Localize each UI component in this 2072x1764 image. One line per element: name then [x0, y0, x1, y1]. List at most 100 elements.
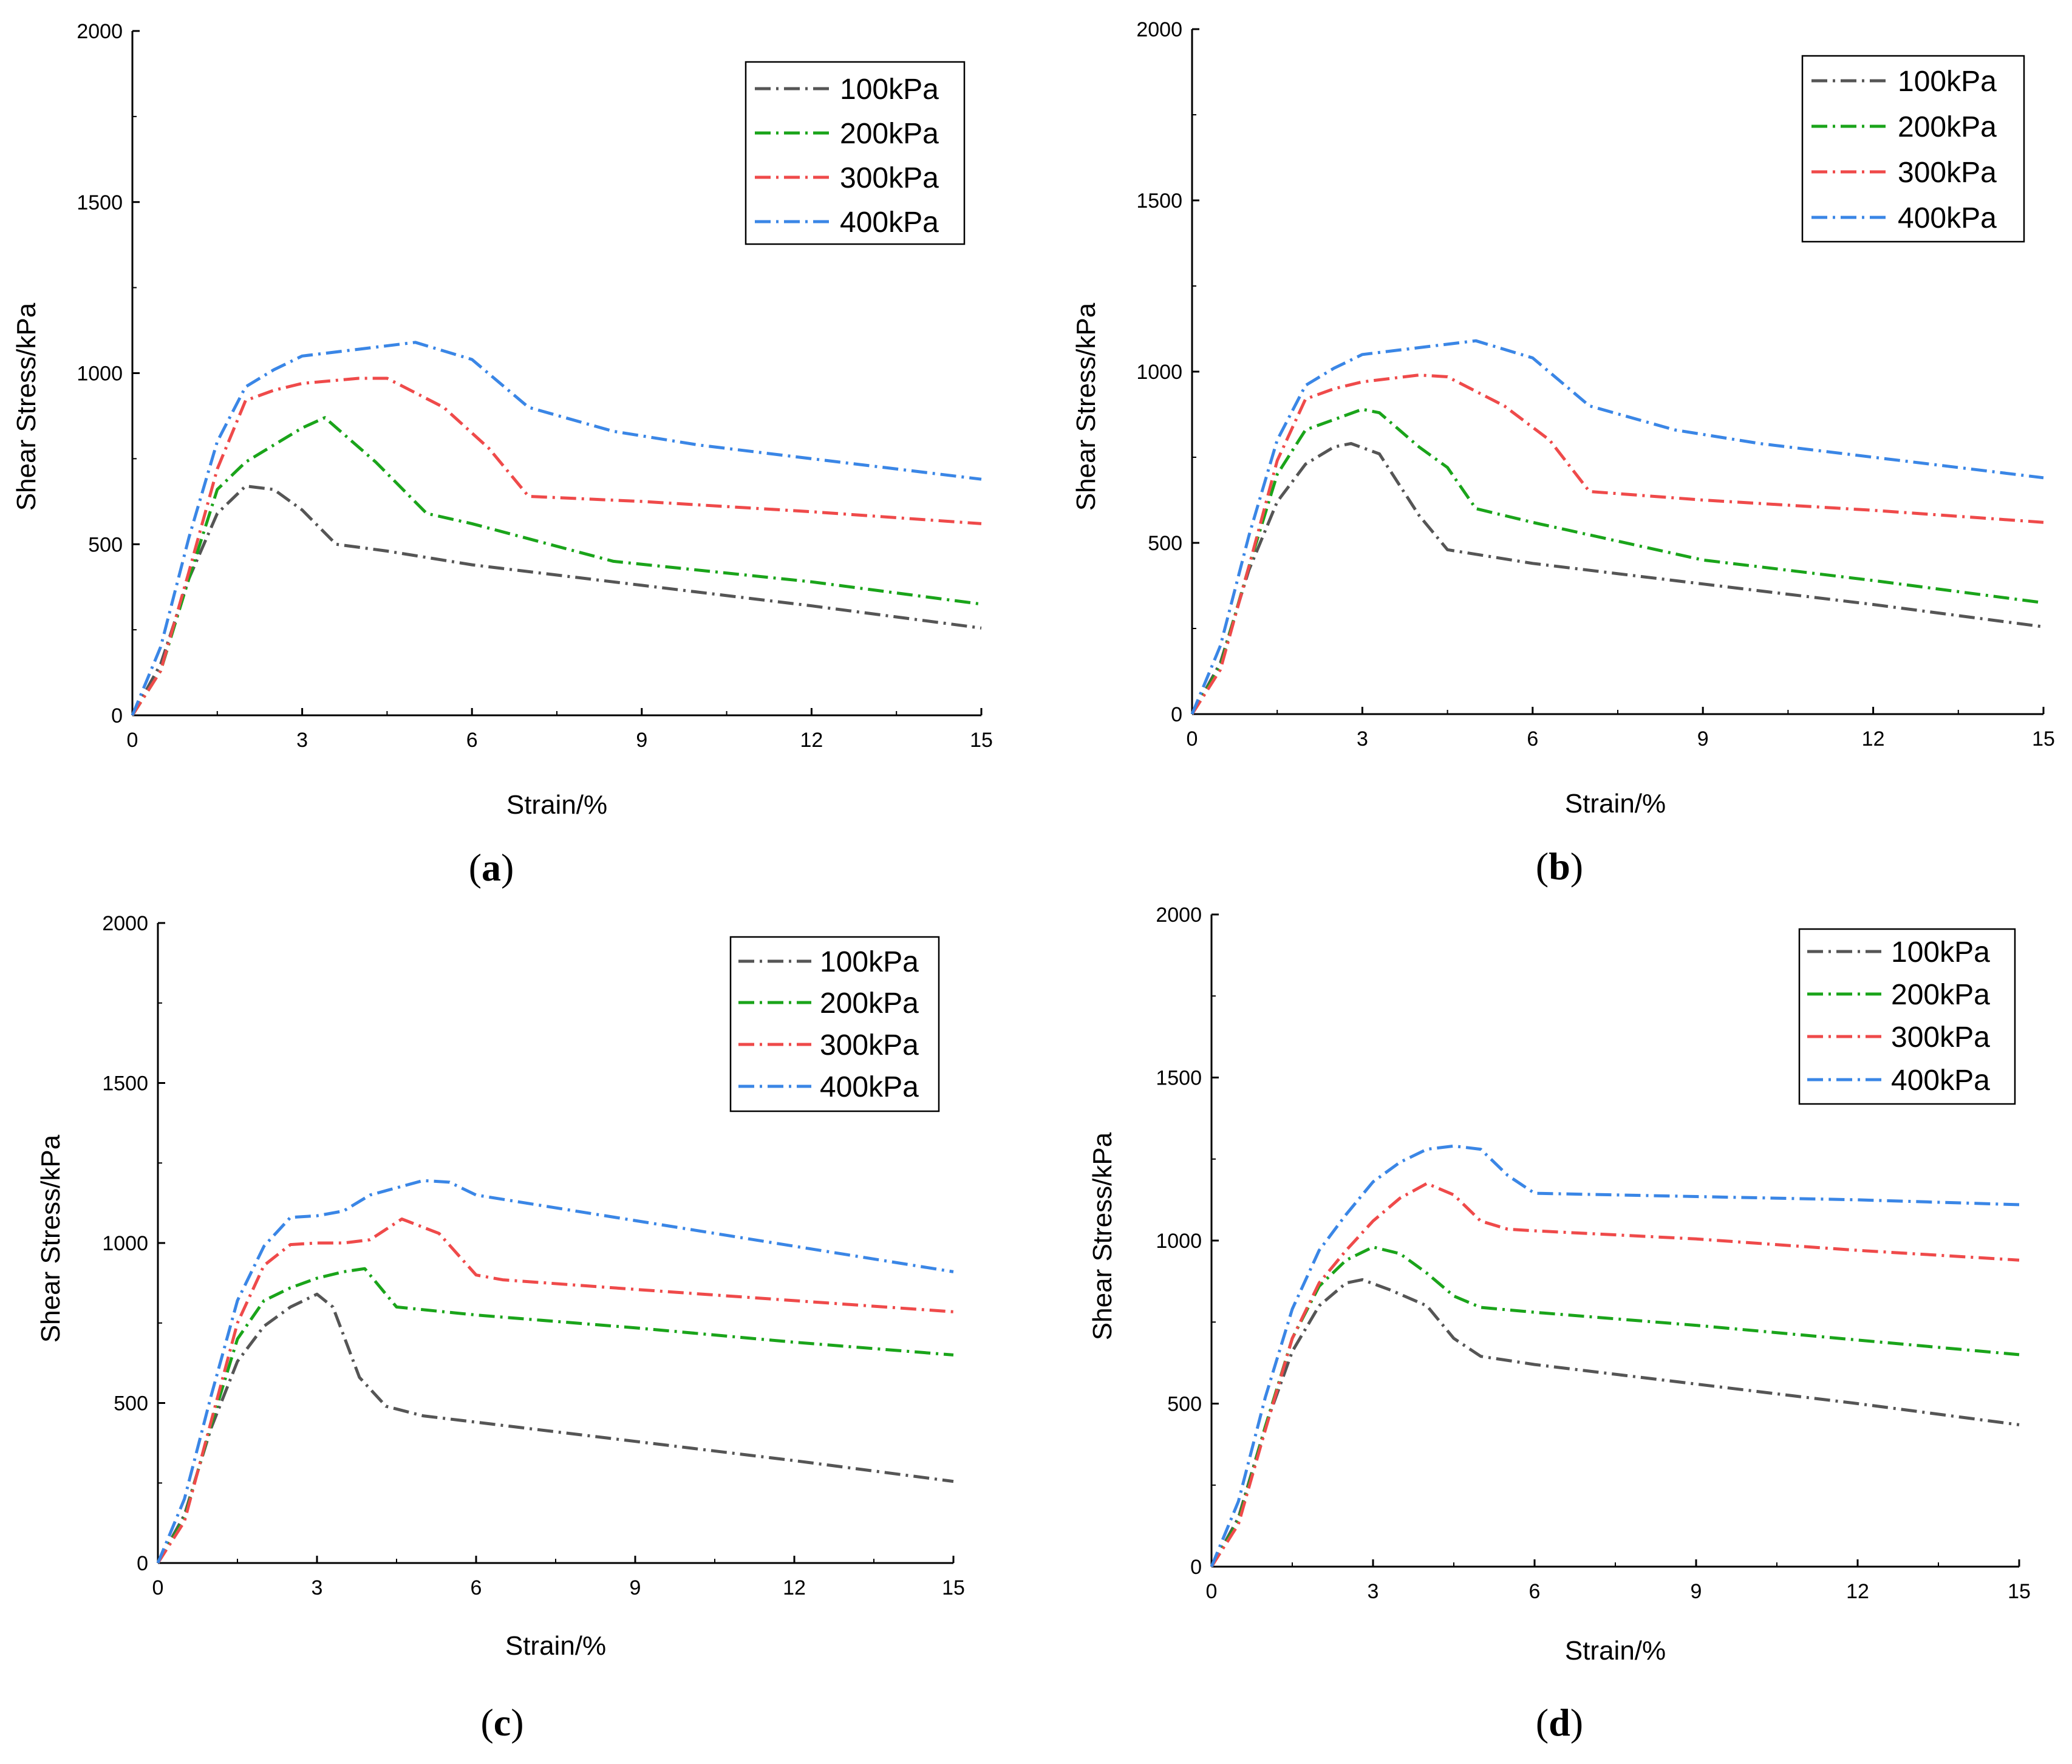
panel-a-series-100kpa [131, 485, 982, 717]
panel-b-legend-label-100kpa: 100kPa [1898, 66, 1997, 98]
panel-d-x-tick-label: 9 [1691, 1580, 1702, 1603]
panel-c-x-tick-label: 9 [630, 1576, 641, 1599]
panel-d: 0 3 6 9 12 15 0 500 1000 1500 2000 100kPa 200kPa 3… [1088, 904, 2031, 1744]
panel-b-legend-label-400kpa: 400kPa [1898, 202, 1997, 234]
panel-a: 0 3 6 9 12 15 0 500 1000 1500 2000 100kPa 200kPa 3… [12, 20, 993, 889]
panel-b-y-axis-label: Shear Stress/kPa [1071, 302, 1101, 511]
panel-b-x-tick-label: 12 [1862, 727, 1885, 751]
panel-c-legend-item-300kpa: 300kPa [738, 1029, 919, 1061]
panel-d-legend-item-400kpa: 400kPa [1807, 1064, 1990, 1097]
panel-b-y-tick-label: 1500 [1136, 189, 1182, 213]
panel-c-series-100kpa [156, 1292, 954, 1564]
panel-b-legend-item-100kpa: 100kPa [1811, 66, 1997, 98]
panel-a-plot: 0 3 6 9 12 15 0 500 1000 1500 2000 [77, 20, 993, 752]
panel-a-x-axis-label: Strain/% [506, 790, 607, 820]
panel-d-y-axis-label: Shear Stress/kPa [1088, 1132, 1117, 1340]
panel-c-y-tick-label: 500 [114, 1392, 148, 1415]
panel-c: 0 3 6 9 12 15 0 500 1000 1500 2000 100kPa 200kPa 3… [36, 912, 965, 1744]
panel-d-y-tick-label: 1500 [1156, 1067, 1202, 1090]
panel-c-legend-label-200kpa: 200kPa [820, 987, 919, 1020]
panel-c-legend-label-300kpa: 300kPa [820, 1029, 919, 1061]
panel-d-y-tick-label: 0 [1190, 1556, 1202, 1579]
panel-a-series-300kpa [131, 376, 982, 717]
panel-b-x-axis-label: Strain/% [1565, 789, 1666, 819]
panel-b-series-400kpa [1190, 339, 2044, 715]
panel-a-y-tick-label: 500 [88, 533, 123, 556]
panel-c-legend-item-100kpa: 100kPa [738, 946, 919, 978]
panel-c-plot: 0 3 6 9 12 15 0 500 1000 1500 2000 [102, 912, 965, 1599]
panel-c-legend-label-400kpa: 400kPa [820, 1071, 919, 1103]
panel-d-x-tick-label: 0 [1206, 1580, 1218, 1603]
panel-c-x-tick-label: 15 [942, 1576, 965, 1599]
panel-d-series-400kpa [1210, 1144, 2020, 1567]
panel-c-x-tick-label: 0 [152, 1576, 164, 1599]
panel-c-y-tick-label: 1500 [102, 1072, 148, 1095]
panel-a-x-tick-label: 0 [127, 729, 138, 752]
panel-b-series-200kpa [1190, 407, 2044, 715]
panel-d-series-100kpa [1210, 1278, 2020, 1568]
panel-b-legend-item-200kpa: 200kPa [1811, 111, 1997, 143]
panel-d-plot: 0 3 6 9 12 15 0 500 1000 1500 2000 [1156, 904, 2031, 1603]
panel-c-series-300kpa [156, 1217, 954, 1564]
panel-d-legend-item-100kpa: 100kPa [1807, 936, 1990, 969]
panel-b-x-tick-label: 9 [1697, 727, 1709, 751]
panel-c-x-tick-label: 6 [471, 1576, 482, 1599]
panel-d-x-tick-label: 3 [1368, 1580, 1379, 1603]
panel-b-series-300kpa [1190, 373, 2044, 715]
panel-a-legend-item-200kpa: 200kPa [755, 118, 939, 150]
panel-d-legend-label-200kpa: 200kPa [1891, 979, 1990, 1011]
panel-c-y-tick-label: 1000 [102, 1232, 148, 1255]
panel-b-x-tick-label: 3 [1357, 727, 1368, 751]
panel-b-x-tick-label: 15 [2032, 727, 2055, 751]
panel-a-x-tick-label: 6 [466, 729, 478, 752]
panel-a-legend-item-300kpa: 300kPa [755, 162, 939, 194]
panel-a-legend-box [745, 61, 966, 245]
panel-a-x-tick-label: 15 [970, 729, 993, 752]
panel-d-legend-item-200kpa: 200kPa [1807, 979, 1990, 1011]
panel-d-legend-box [1798, 928, 2016, 1105]
panel-b-y-tick-label: 500 [1148, 532, 1182, 555]
panel-a-caption: (a) [469, 846, 514, 889]
panel-c-x-axis-label: Strain/% [505, 1631, 606, 1661]
panel-d-y-tick-label: 1000 [1156, 1230, 1202, 1253]
panel-d-legend-label-300kpa: 300kPa [1891, 1021, 1990, 1054]
panel-c-series-400kpa [156, 1179, 954, 1564]
panel-b-y-tick-label: 2000 [1136, 18, 1182, 41]
panel-d-x-tick-label: 6 [1529, 1580, 1541, 1603]
panel-a-series-200kpa [131, 416, 982, 717]
panel-c-x-tick-label: 3 [312, 1576, 323, 1599]
panel-c-y-axis-label: Shear Stress/kPa [36, 1134, 66, 1343]
panel-a-x-tick-label: 12 [800, 729, 823, 752]
panel-b-legend-box [1801, 55, 2025, 243]
panel-a-y-tick-label: 1500 [77, 191, 123, 214]
panel-b-x-tick-label: 0 [1187, 727, 1198, 751]
panel-c-legend-item-200kpa: 200kPa [738, 987, 919, 1020]
panel-a-legend-item-400kpa: 400kPa [755, 206, 939, 239]
panel-c-legend-item-400kpa: 400kPa [738, 1071, 919, 1103]
panel-b-y-tick-label: 0 [1171, 703, 1182, 726]
panel-c-x-tick-label: 12 [783, 1576, 806, 1599]
panel-d-legend-label-100kpa: 100kPa [1891, 936, 1990, 969]
panel-b: 0 3 6 9 12 15 0 500 1000 1500 2000 100kPa 200kPa 3… [1071, 18, 2055, 888]
panel-d-y-tick-label: 2000 [1156, 904, 1202, 927]
panel-b-legend-item-400kpa: 400kPa [1811, 202, 1997, 234]
panel-b-legend-label-300kpa: 300kPa [1898, 157, 1997, 189]
panel-d-series-300kpa [1210, 1182, 2020, 1568]
panel-c-y-tick-label: 0 [137, 1552, 148, 1575]
panel-a-y-tick-label: 1000 [77, 363, 123, 386]
panel-a-y-axis-label: Shear Stress/kPa [12, 302, 41, 511]
panel-a-legend-label-300kpa: 300kPa [840, 162, 939, 194]
panel-a-x-tick-label: 3 [296, 729, 308, 752]
panel-b-legend-item-300kpa: 300kPa [1811, 157, 1997, 189]
panel-d-x-axis-label: Strain/% [1565, 1636, 1666, 1666]
panel-c-series-200kpa [156, 1267, 954, 1564]
panel-a-legend-label-100kpa: 100kPa [840, 73, 939, 106]
panel-b-caption: (b) [1536, 845, 1583, 888]
panel-a-legend-label-400kpa: 400kPa [840, 206, 939, 239]
panel-d-legend-item-300kpa: 300kPa [1807, 1021, 1990, 1054]
panel-b-x-tick-label: 6 [1527, 727, 1538, 751]
panel-a-legend-label-200kpa: 200kPa [840, 118, 939, 150]
panel-c-y-tick-label: 2000 [102, 912, 148, 935]
panel-d-caption: (d) [1536, 1701, 1583, 1744]
